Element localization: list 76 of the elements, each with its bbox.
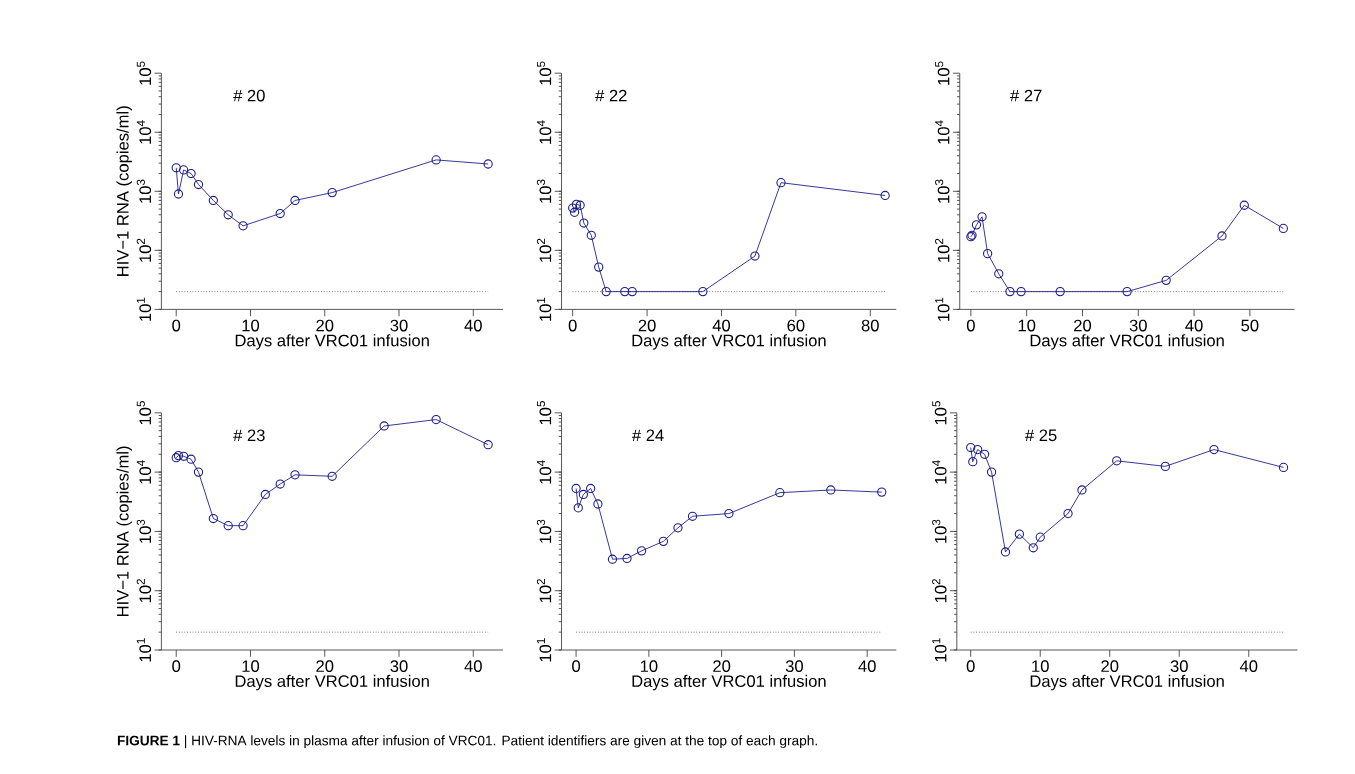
y-tick-label: 10$^{4}$	[136, 460, 152, 484]
y-tick-label: 10$^{1}$	[136, 297, 152, 321]
y-tick-label: 10$^{4}$	[136, 120, 152, 144]
x-tick-label: 20	[316, 319, 334, 332]
x-tick-label: 10	[242, 660, 260, 673]
x-axis-title: Days after VRC01 infusion	[1030, 674, 1224, 691]
y-tick-label: 10$^{4}$	[536, 120, 552, 144]
x-tick-label: 20	[1101, 660, 1119, 673]
x-tick-label: 30	[785, 660, 803, 673]
y-tick-label: 10$^{5}$	[536, 401, 552, 425]
y-tick-label: 10$^{4}$	[932, 460, 947, 484]
text: # 23	[233, 429, 265, 442]
x-tick-label: 40	[1185, 319, 1203, 332]
y-tick-label: 10$^{4}$	[536, 460, 552, 484]
y-tick-label: 10$^{1}$	[136, 638, 152, 662]
y-tick-label: 10$^{3}$	[935, 179, 950, 203]
x-tick-label: 20	[638, 319, 656, 332]
x-tick-label: 20	[316, 660, 334, 673]
x-axis-title: Days after VRC01 infusion	[632, 674, 826, 691]
x-axis-title: Days after VRC01 infusion	[235, 674, 429, 691]
x-tick-label: 0	[568, 319, 577, 332]
y-tick-label: 10$^{5}$	[932, 401, 947, 425]
x-tick-label: 0	[172, 319, 181, 332]
x-tick-label: 0	[966, 319, 975, 332]
text: # 25	[1025, 429, 1057, 442]
x-tick-label: 10	[242, 319, 260, 332]
y-tick-label: 10$^{2}$	[536, 579, 552, 603]
y-tick-label: 10$^{5}$	[136, 401, 152, 425]
x-axis-title: Days after VRC01 infusion	[1030, 334, 1224, 350]
y-axis-title: HIV−1 RNA (copies/ml)	[116, 446, 132, 617]
x-tick-label: 40	[1239, 660, 1258, 673]
y-tick-label: 10$^{5}$	[136, 61, 152, 85]
y-tick-label: 10$^{3}$	[536, 519, 552, 543]
x-tick-label: 40	[464, 319, 482, 332]
x-tick-label: 60	[787, 319, 805, 332]
y-tick-label: 10$^{2}$	[136, 238, 152, 262]
y-tick-label: 10$^{3}$	[536, 179, 552, 203]
text: # 24	[632, 429, 664, 441]
y-tick-label: 10$^{2}$	[935, 238, 950, 262]
x-tick-label: 40	[712, 319, 731, 332]
y-tick-label: 10$^{1}$	[536, 297, 552, 321]
y-tick-label: 10$^{2}$	[932, 579, 947, 603]
x-tick-label: 10	[1032, 660, 1049, 673]
y-tick-label: 10$^{3}$	[136, 179, 152, 203]
x-tick-label: 30	[1170, 660, 1188, 673]
y-tick-label: 10$^{1}$	[536, 638, 552, 662]
text: # 27	[1010, 89, 1042, 102]
x-tick-label: 20	[1074, 319, 1092, 332]
x-tick-label: 80	[861, 319, 879, 332]
x-tick-label: 0	[966, 660, 975, 673]
y-tick-label: 10$^{2}$	[536, 238, 552, 262]
x-tick-label: 10	[1018, 319, 1036, 332]
x-axis-title: Days after VRC01 infusion	[632, 334, 826, 350]
y-tick-label: 10$^{5}$	[935, 61, 950, 85]
text: # 20	[233, 89, 265, 102]
y-axis-title: HIV−1 RNA (copies/ml)	[116, 106, 132, 276]
x-tick-label: 0	[572, 660, 581, 673]
x-tick-label: 20	[713, 660, 731, 673]
x-tick-label: 0	[172, 660, 181, 673]
y-tick-label: 10$^{3}$	[136, 519, 152, 543]
y-tick-label: 10$^{2}$	[136, 579, 152, 603]
y-tick-label: 10$^{5}$	[536, 61, 552, 85]
x-tick-label: 30	[390, 660, 408, 673]
x-tick-label: 50	[1241, 319, 1259, 332]
x-tick-label: 40	[858, 660, 876, 673]
x-tick-label: 10	[640, 660, 658, 673]
y-tick-label: 10$^{3}$	[932, 519, 947, 543]
x-tick-label: 30	[1129, 319, 1147, 332]
text: FIGURE 1 | HIV-RNA levels in plasma after infusion of VRC01. Patient identifiers are given at the top of each graph.	[117, 735, 817, 749]
y-tick-label: 10$^{1}$	[935, 297, 950, 321]
text: # 22	[595, 89, 627, 102]
y-tick-label: 10$^{4}$	[935, 120, 950, 144]
x-tick-label: 40	[464, 660, 482, 673]
x-axis-title: Days after VRC01 infusion	[235, 334, 429, 350]
y-tick-label: 10$^{1}$	[932, 638, 947, 662]
x-tick-label: 30	[390, 319, 408, 332]
